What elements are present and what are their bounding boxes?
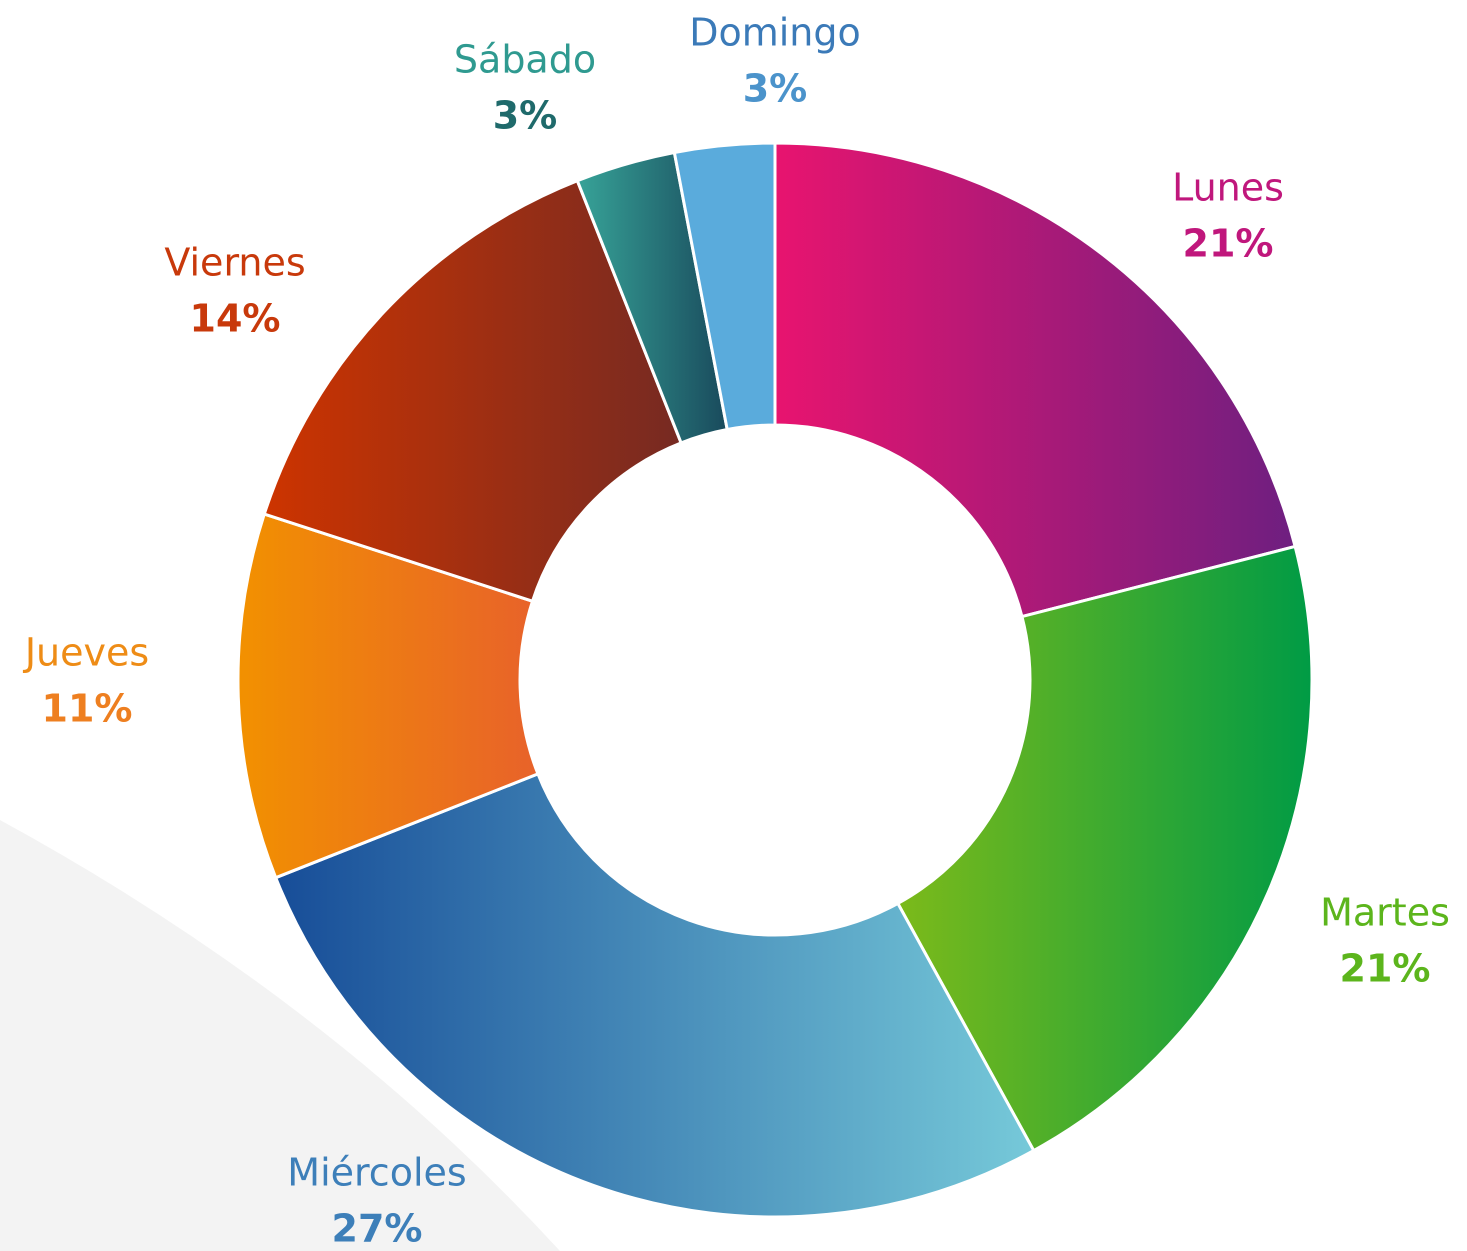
slice-label: Domingo [689,11,861,55]
slice-label: Viernes [164,241,305,285]
slice-value-label: 3% [493,94,558,138]
slice-label: Miércoles [287,1151,466,1195]
donut-slice [895,544,1314,1153]
donut-slice [773,141,1297,619]
slice-value-label: 3% [743,67,808,111]
slice-label: Jueves [23,631,149,675]
slices [236,141,1314,1219]
donut-slice [273,771,1036,1219]
donut-slice [262,178,684,604]
labels: Lunes 21% Martes 21% Miércoles 27% Jueves 11% Vi… [23,11,1450,1251]
slice-value-label: 14% [190,297,281,341]
slice-value-label: 11% [42,687,133,731]
slice-label: Lunes [1172,166,1284,210]
background-shape [0,820,560,1251]
slice-value-label: 21% [1340,947,1431,991]
slice-value-label: 27% [332,1207,423,1251]
donut-slice [236,512,540,880]
slice-value-label: 21% [1183,222,1274,266]
slice-label: Martes [1320,891,1450,935]
donut-slice [672,141,777,432]
slice-label: Sábado [454,38,596,82]
